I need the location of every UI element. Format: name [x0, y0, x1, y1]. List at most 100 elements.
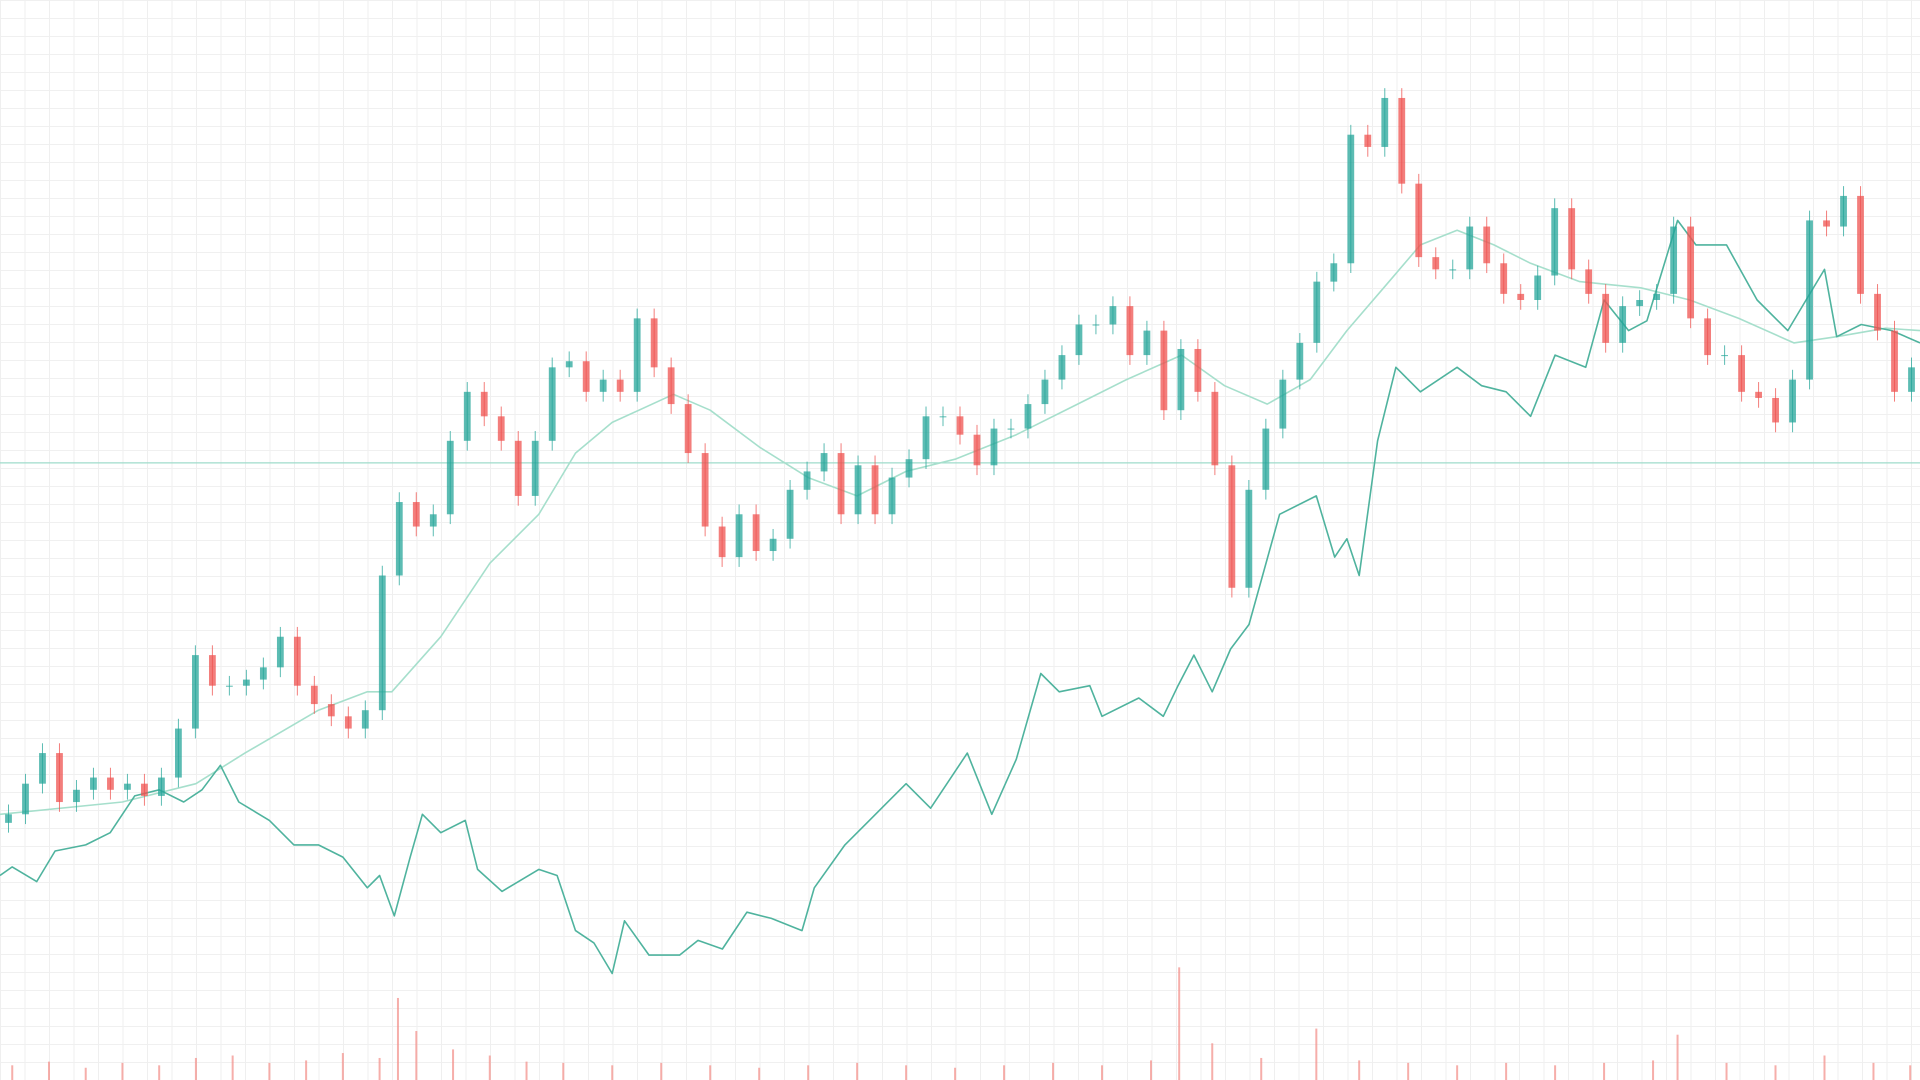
- candle-body: [1874, 293, 1881, 331]
- candle-body: [1194, 348, 1202, 392]
- candle-body: [22, 783, 29, 815]
- volume-bar: [562, 1062, 565, 1080]
- candle-body: [5, 814, 12, 823]
- candle-body: [650, 318, 658, 368]
- candle-body: [1330, 263, 1338, 282]
- candle-body: [1670, 226, 1678, 294]
- candle-body: [1551, 208, 1559, 276]
- candle-body: [1891, 330, 1898, 392]
- volume-bar: [121, 1062, 124, 1080]
- candle-body: [259, 667, 267, 680]
- volume-bar: [660, 1062, 663, 1080]
- candle-body: [718, 526, 726, 558]
- candle-body: [1432, 257, 1440, 270]
- candle-body: [1177, 348, 1185, 411]
- volume-bar: [268, 1062, 271, 1080]
- candle-body: [39, 753, 46, 784]
- volume-bar: [905, 1065, 908, 1080]
- volume-bar: [856, 1062, 859, 1080]
- candle-body: [1024, 404, 1032, 429]
- candle-body: [1296, 342, 1304, 380]
- candle-body: [1007, 428, 1015, 430]
- candle-body: [1619, 306, 1627, 343]
- candle-body: [225, 685, 233, 687]
- candle-body: [820, 453, 828, 472]
- candle-body: [684, 404, 692, 454]
- volume-bar: [1652, 1060, 1655, 1080]
- candle-body: [1806, 220, 1813, 380]
- volume-bar: [47, 1061, 50, 1080]
- volume-bar: [1456, 1065, 1459, 1080]
- candle-body: [1840, 195, 1847, 227]
- candle-body: [1245, 489, 1253, 588]
- volume-bar: [378, 1057, 381, 1080]
- candle-body: [973, 434, 981, 466]
- candle-body: [1466, 226, 1474, 270]
- candle-body: [1704, 318, 1712, 356]
- volume-bar: [1407, 1062, 1410, 1080]
- candle-body: [1109, 306, 1117, 325]
- candle-body: [1857, 195, 1864, 294]
- candle-body: [378, 575, 386, 711]
- candle-body: [514, 440, 522, 496]
- candle-body: [769, 538, 777, 552]
- volume-bar: [1603, 1062, 1606, 1080]
- volume-bar: [158, 1065, 161, 1080]
- candle-body: [497, 416, 505, 441]
- candle-body: [1126, 306, 1134, 356]
- volume-bar: [709, 1065, 712, 1080]
- candle-body: [854, 465, 862, 515]
- candle-body: [1075, 324, 1083, 356]
- volume-bar: [611, 1065, 614, 1080]
- candle-body: [480, 391, 488, 417]
- candle-body: [616, 379, 624, 392]
- candle-body: [1211, 391, 1219, 466]
- candle-body: [1687, 226, 1695, 319]
- line-series: [0, 229, 1920, 816]
- candle-body: [1908, 367, 1915, 392]
- candle-body: [446, 440, 454, 515]
- volume-bar: [525, 1061, 528, 1080]
- volume-bar: [341, 1053, 344, 1080]
- candle-body: [463, 391, 471, 441]
- volume-bar: [415, 1031, 418, 1080]
- candle-body: [1092, 324, 1100, 326]
- candle-body: [565, 361, 573, 368]
- line-series: [0, 219, 1920, 975]
- volume-bar: [1909, 1065, 1912, 1080]
- candle-body: [56, 753, 63, 803]
- candle-body: [1534, 275, 1542, 300]
- candle-body: [1279, 379, 1287, 429]
- candle-body: [1262, 428, 1270, 490]
- candle-body: [735, 514, 743, 558]
- volume-bar: [954, 1067, 957, 1080]
- candle-body: [1041, 379, 1049, 405]
- candle-body: [1585, 269, 1593, 294]
- volume-bar: [84, 1067, 87, 1080]
- candle-body: [939, 416, 947, 418]
- candle-body: [141, 783, 148, 796]
- candle-body: [1755, 391, 1762, 398]
- candle-body: [1789, 379, 1796, 423]
- volume-bar: [1003, 1065, 1006, 1080]
- candle-body: [175, 728, 182, 778]
- volume-bar: [396, 997, 399, 1080]
- volume-bar: [1823, 1055, 1826, 1080]
- volume-bar: [1554, 1065, 1557, 1080]
- candle-body: [1160, 330, 1168, 411]
- candle-body: [1517, 293, 1525, 300]
- candle-body: [803, 471, 811, 490]
- candle-body: [922, 416, 930, 460]
- candle-body: [158, 777, 165, 796]
- candle-body: [990, 428, 998, 466]
- candle-body: [1415, 183, 1423, 258]
- volume-bar: [1725, 1062, 1728, 1080]
- volume-bar: [1358, 1060, 1361, 1080]
- candle-body: [429, 514, 437, 527]
- candle-body: [1449, 269, 1457, 271]
- candle-body: [242, 679, 250, 686]
- volume-bar: [758, 1067, 761, 1080]
- candle-body: [276, 636, 284, 668]
